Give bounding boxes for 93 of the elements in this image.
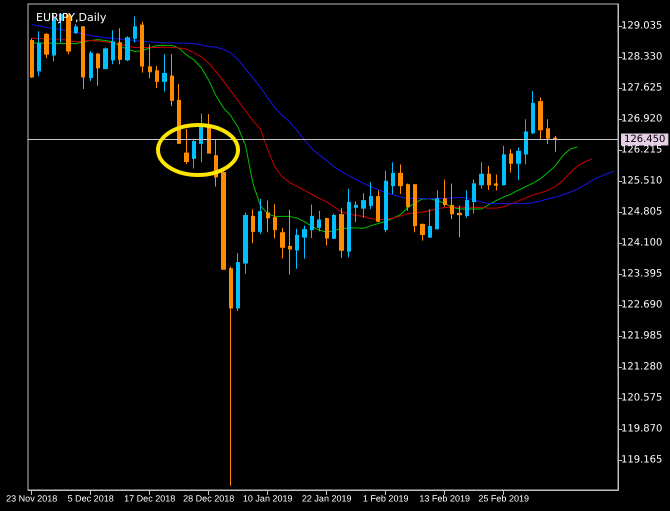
candlestick xyxy=(140,21,144,74)
candlestick xyxy=(280,227,285,260)
candlestick xyxy=(420,222,425,242)
x-tick-label: 17 Dec 2018 xyxy=(124,494,176,504)
candlestick xyxy=(266,200,270,233)
candlestick xyxy=(118,28,122,65)
candlestick xyxy=(524,118,528,166)
candlestick xyxy=(162,54,167,92)
y-tick-label: 121.985 xyxy=(621,330,662,342)
candlestick xyxy=(207,113,211,154)
candlestick xyxy=(509,148,513,173)
candlestick xyxy=(413,183,417,233)
candlestick xyxy=(243,212,248,274)
candlestick xyxy=(74,24,78,34)
candlestick xyxy=(479,162,484,190)
candlestick xyxy=(369,182,373,210)
candlestick xyxy=(96,52,100,86)
y-tick-label: 119.165 xyxy=(621,454,662,466)
candlestick xyxy=(325,217,329,246)
candlestick xyxy=(384,170,388,233)
candlestick xyxy=(457,204,462,238)
candlestick xyxy=(148,44,152,79)
candlestick xyxy=(170,54,174,107)
candlestick xyxy=(376,190,380,223)
candlestick xyxy=(391,162,395,194)
x-tick-label: 25 Feb 2019 xyxy=(478,494,529,504)
y-tick-label: 122.690 xyxy=(621,299,662,310)
x-tick-label: 28 Dec 2018 xyxy=(183,494,234,504)
candlestick xyxy=(339,208,344,258)
candlestick xyxy=(502,145,506,186)
candlestick xyxy=(398,164,403,194)
candlestick xyxy=(428,208,432,238)
line-series xyxy=(31,24,615,204)
y-tick-label: 126.920 xyxy=(621,113,662,124)
candlestick xyxy=(103,47,108,70)
candlestick xyxy=(155,66,159,89)
y-tick-label: 126.215 xyxy=(621,144,662,156)
candlestick xyxy=(199,113,203,163)
candlestick xyxy=(125,36,130,62)
candlestick xyxy=(538,97,543,140)
y-tick-label: 121.280 xyxy=(621,361,662,372)
y-tick-label: 125.510 xyxy=(621,175,662,186)
candlestick xyxy=(317,210,321,232)
candlestick xyxy=(465,190,469,218)
candlestick xyxy=(516,146,521,180)
candlestick xyxy=(472,178,476,214)
x-tick-label: 5 Dec 2018 xyxy=(68,494,114,504)
candlestick xyxy=(361,192,366,218)
y-tick-label: 127.625 xyxy=(621,82,662,94)
x-tick-label: 23 Nov 2018 xyxy=(6,494,58,504)
ref-line-label: 126.450 xyxy=(624,134,666,145)
candlestick xyxy=(553,135,557,152)
y-tick-label: 128.330 xyxy=(621,51,662,62)
y-tick-label: 124.100 xyxy=(621,237,662,248)
candlestick xyxy=(302,225,307,260)
candlestick xyxy=(192,138,196,169)
candlestick xyxy=(450,182,454,220)
candlestick xyxy=(251,208,255,244)
candlestick xyxy=(44,32,49,59)
candlestick xyxy=(288,209,292,275)
candlestick xyxy=(273,204,277,239)
candlestick xyxy=(258,198,262,235)
candlestick xyxy=(133,16,137,44)
x-tick-label: 1 Feb 2019 xyxy=(362,494,408,504)
candlestick xyxy=(229,266,233,486)
candlestick xyxy=(406,182,410,212)
candlestick xyxy=(487,165,491,191)
x-tick-label: 10 Jan 2019 xyxy=(242,494,292,504)
y-tick-label: 119.870 xyxy=(621,423,662,434)
candlestick xyxy=(37,30,41,77)
candlestick xyxy=(494,174,498,191)
y-tick-label: 124.805 xyxy=(621,206,662,218)
candlestick xyxy=(347,188,351,258)
candlestick xyxy=(354,200,358,223)
y-tick-label: 129.035 xyxy=(621,20,662,32)
candlestick xyxy=(443,178,447,208)
y-tick-label: 123.395 xyxy=(621,268,662,280)
candlestick xyxy=(546,118,550,144)
candlestick xyxy=(332,213,336,240)
candlestick xyxy=(295,228,299,270)
candlestick xyxy=(310,204,314,238)
candlestick xyxy=(30,38,34,78)
x-tick-label: 22 Jan 2019 xyxy=(302,494,352,504)
candlestick xyxy=(236,252,240,312)
candlestick xyxy=(81,25,85,90)
y-tick-label: 120.575 xyxy=(621,392,662,404)
x-tick-label: 13 Feb 2019 xyxy=(419,494,470,504)
candlestick xyxy=(435,190,439,230)
candlestick xyxy=(184,128,189,165)
candlestick xyxy=(111,30,115,65)
candlestick xyxy=(221,171,226,270)
candlestick xyxy=(531,90,535,135)
candlestick xyxy=(89,50,93,82)
